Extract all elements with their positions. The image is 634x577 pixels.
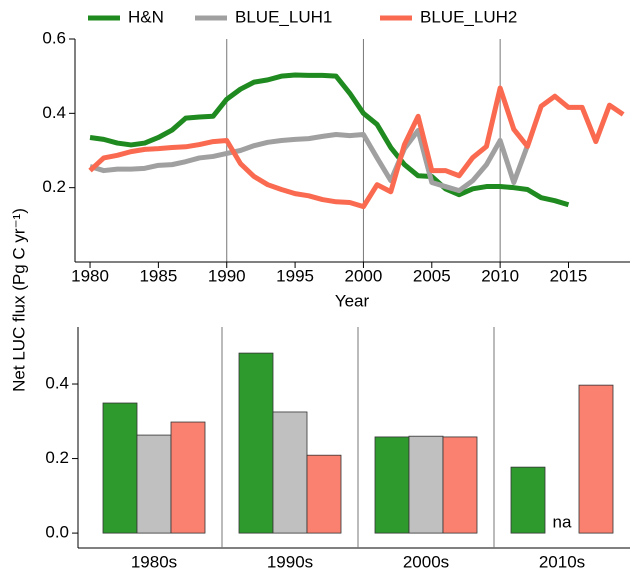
y-tick-label: 0.2 (42, 177, 66, 196)
x-tick-label: 2010s (539, 552, 585, 571)
y-axis-label: Net LUC flux (Pg C yr⁻¹) (9, 208, 28, 392)
x-tick-label: 2000 (345, 266, 383, 285)
y-tick-label: 0.0 (45, 523, 69, 542)
x-tick-label: 1995 (276, 266, 314, 285)
y-tick-label: 0.4 (42, 103, 66, 122)
bar (306, 454, 342, 534)
bar (510, 466, 546, 534)
y-tick-label: 0.2 (45, 448, 69, 467)
legend-label: H&N (128, 7, 164, 26)
x-tick-label: 2000s (403, 552, 449, 571)
bar (238, 352, 274, 534)
x-tick-label: 1990 (208, 266, 246, 285)
legend-label: BLUE_LUH1 (235, 7, 332, 26)
x-tick-label: 2015 (550, 266, 588, 285)
y-tick-label: 0.4 (45, 374, 69, 393)
x-tick-label: 2005 (413, 266, 451, 285)
line-series (89, 72, 570, 208)
x-tick-label: 2010 (481, 266, 519, 285)
line-series (88, 85, 625, 210)
x-tick-label: 1990s (267, 552, 313, 571)
x-tick-label: 1980s (131, 552, 177, 571)
x-tick-label: 1985 (139, 266, 177, 285)
legend-label: BLUE_LUH2 (420, 7, 517, 26)
bar (374, 436, 410, 534)
bar (272, 411, 308, 534)
value-label: na (553, 513, 572, 532)
bar (442, 436, 478, 534)
bar (578, 384, 614, 534)
y-tick-label: 0.6 (42, 28, 66, 47)
x-tick-label: 1980 (71, 266, 109, 285)
bar (170, 421, 206, 534)
x-axis-label: Year (335, 291, 370, 310)
bar (408, 435, 444, 534)
line-series (89, 127, 530, 194)
bar (136, 434, 172, 534)
bar (102, 402, 138, 534)
